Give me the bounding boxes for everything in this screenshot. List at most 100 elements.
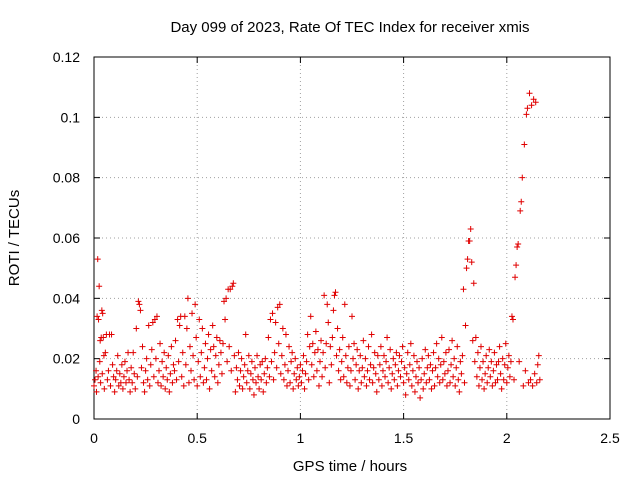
data-point bbox=[307, 313, 314, 320]
data-point bbox=[423, 379, 430, 386]
data-point bbox=[257, 361, 264, 368]
data-point bbox=[139, 343, 146, 350]
data-point bbox=[322, 364, 329, 371]
grid-lines bbox=[94, 57, 610, 419]
data-point bbox=[130, 349, 137, 356]
data-point bbox=[535, 352, 542, 359]
data-point bbox=[237, 367, 244, 374]
data-point bbox=[528, 102, 535, 109]
data-point bbox=[497, 370, 504, 377]
data-point bbox=[354, 346, 361, 353]
data-point bbox=[143, 355, 150, 362]
data-point bbox=[254, 352, 261, 359]
data-point bbox=[136, 301, 143, 308]
data-point bbox=[283, 382, 290, 389]
data-point bbox=[246, 385, 253, 392]
data-point bbox=[483, 352, 490, 359]
data-point bbox=[526, 90, 533, 97]
data-point bbox=[441, 370, 448, 377]
data-point bbox=[204, 355, 211, 362]
data-point bbox=[261, 370, 268, 377]
data-point bbox=[435, 355, 442, 362]
data-point bbox=[350, 355, 357, 362]
data-point bbox=[534, 361, 541, 368]
data-point bbox=[372, 370, 379, 377]
x-tick-label: 2 bbox=[503, 430, 511, 446]
data-point bbox=[479, 376, 486, 383]
data-point bbox=[179, 349, 186, 356]
data-point bbox=[279, 325, 286, 332]
data-point bbox=[383, 358, 390, 365]
data-point bbox=[180, 382, 187, 389]
data-point bbox=[490, 367, 497, 374]
data-point bbox=[192, 301, 199, 308]
data-point bbox=[368, 331, 375, 338]
data-point bbox=[451, 355, 458, 362]
data-point bbox=[401, 364, 408, 371]
data-point bbox=[317, 358, 324, 365]
data-point bbox=[96, 358, 103, 365]
data-point bbox=[91, 382, 97, 389]
data-point bbox=[366, 376, 373, 383]
data-point bbox=[309, 340, 316, 347]
data-point bbox=[515, 241, 522, 248]
data-point bbox=[325, 319, 332, 326]
data-point bbox=[147, 361, 154, 368]
y-tick-label: 0.02 bbox=[53, 351, 80, 367]
data-point bbox=[418, 376, 425, 383]
data-point bbox=[212, 352, 219, 359]
data-point bbox=[523, 111, 530, 118]
data-point bbox=[323, 340, 330, 347]
data-point bbox=[242, 331, 249, 338]
x-tick-label: 1.5 bbox=[394, 430, 414, 446]
data-point bbox=[183, 325, 190, 332]
data-point bbox=[384, 334, 391, 341]
data-point bbox=[248, 358, 255, 365]
data-point bbox=[241, 361, 248, 368]
data-point bbox=[134, 373, 141, 380]
data-point bbox=[167, 370, 174, 377]
data-point bbox=[437, 361, 444, 368]
data-point bbox=[151, 316, 158, 323]
data-point bbox=[113, 367, 120, 374]
data-point bbox=[329, 334, 336, 341]
data-point bbox=[253, 379, 260, 386]
data-point bbox=[343, 379, 350, 386]
data-point bbox=[374, 352, 381, 359]
data-point bbox=[308, 361, 315, 368]
data-point bbox=[144, 376, 151, 383]
data-point bbox=[127, 388, 134, 395]
data-point bbox=[229, 283, 236, 290]
data-point bbox=[286, 343, 293, 350]
y-axis-label: ROTI / TECUs bbox=[6, 190, 23, 286]
data-point bbox=[178, 373, 185, 380]
data-point bbox=[389, 370, 396, 377]
data-point bbox=[158, 382, 165, 389]
data-point bbox=[321, 292, 328, 299]
data-point bbox=[133, 325, 140, 332]
data-point bbox=[426, 376, 433, 383]
data-point bbox=[233, 364, 240, 371]
data-point bbox=[379, 367, 386, 374]
data-point bbox=[446, 346, 453, 353]
data-point bbox=[171, 367, 178, 374]
data-point bbox=[265, 334, 272, 341]
data-point bbox=[156, 367, 163, 374]
data-point bbox=[263, 379, 270, 386]
data-point bbox=[358, 379, 365, 386]
data-point bbox=[266, 373, 273, 380]
data-point bbox=[300, 352, 307, 359]
data-point bbox=[93, 367, 100, 374]
data-point bbox=[292, 355, 299, 362]
data-point bbox=[289, 349, 296, 356]
data-point bbox=[278, 352, 285, 359]
data-point bbox=[447, 379, 454, 386]
data-point bbox=[228, 367, 235, 374]
data-point bbox=[403, 370, 410, 377]
data-point bbox=[420, 385, 427, 392]
data-point bbox=[402, 391, 409, 398]
data-point bbox=[386, 364, 393, 371]
data-point bbox=[511, 376, 518, 383]
data-point bbox=[176, 322, 183, 329]
data-point bbox=[412, 373, 419, 380]
